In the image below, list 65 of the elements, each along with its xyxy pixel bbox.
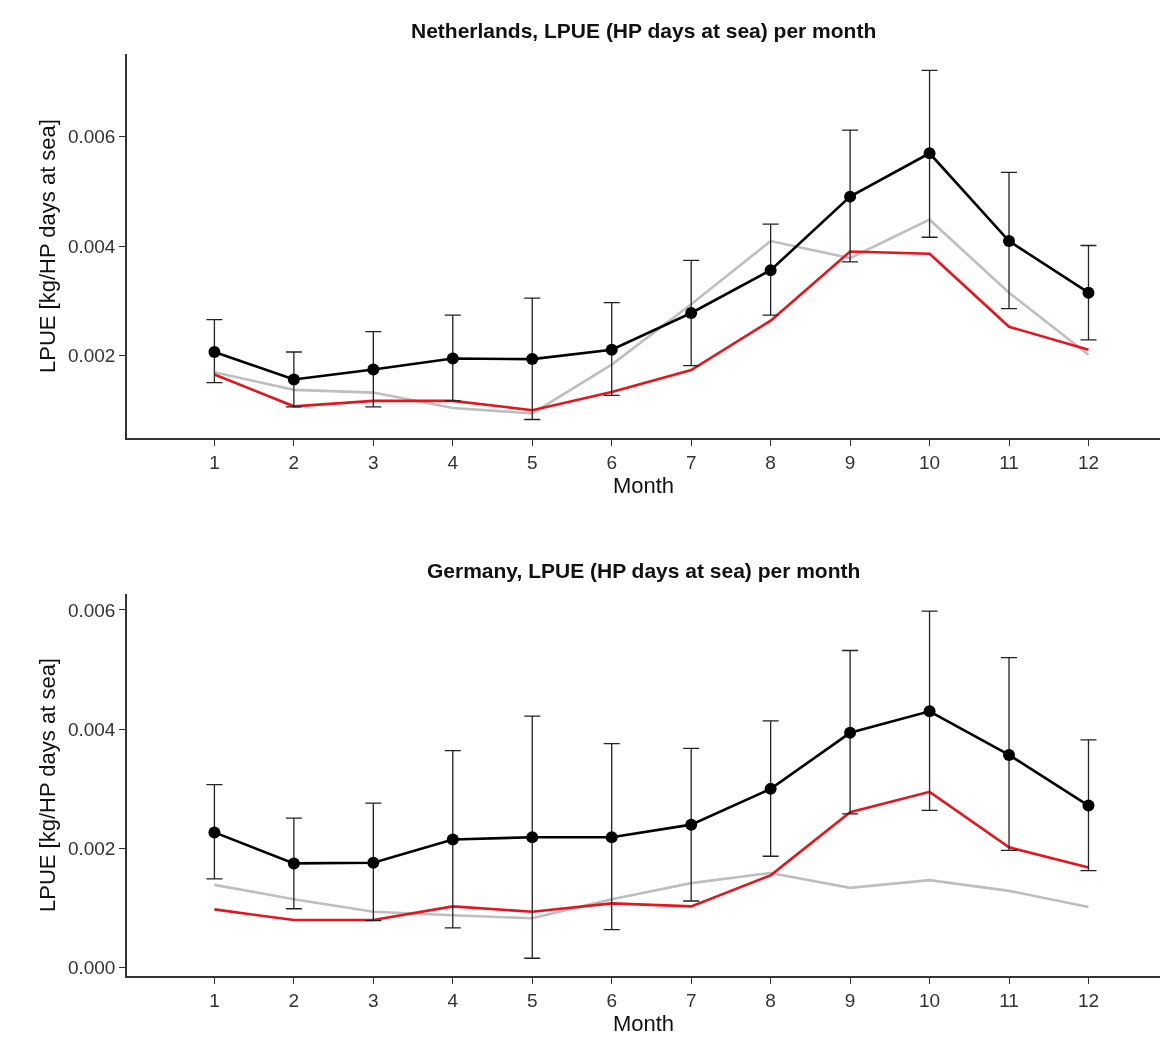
chart-title: Germany, LPUE (HP days at sea) per month (427, 559, 861, 582)
x-tick-label: 8 (765, 989, 776, 1011)
point (844, 726, 857, 739)
point (208, 345, 221, 358)
y-tick-label: 0.004 (67, 718, 116, 740)
chart-title: Netherlands, LPUE (HP days at sea) per month (411, 19, 877, 42)
x-tick-label: 8 (765, 451, 776, 473)
point (923, 147, 936, 160)
x-tick-label: 1 (209, 989, 220, 1011)
point (685, 818, 698, 831)
x-tick-label: 3 (368, 989, 379, 1011)
y-tick-label: 0.006 (67, 125, 116, 147)
x-tick-label: 9 (844, 989, 856, 1011)
x-tick-label: 2 (288, 989, 300, 1011)
point (526, 831, 539, 844)
x-tick-label: 11 (999, 989, 1019, 1011)
point (287, 857, 300, 870)
point (1082, 286, 1095, 299)
y-axis-title: LPUE [kg/HP days at sea] (35, 658, 61, 912)
x-tick-label: 10 (918, 451, 941, 473)
point (287, 373, 300, 386)
x-tick-label: 2 (288, 451, 300, 473)
x-tick-label: 9 (844, 451, 856, 473)
point (446, 833, 459, 846)
point (605, 831, 618, 844)
line-series (213, 790, 1090, 922)
x-tick-label: 3 (368, 451, 379, 473)
point (764, 264, 777, 277)
point (1003, 235, 1016, 248)
x-tick-label: 12 (1077, 989, 1100, 1011)
y-tick-label: 0.000 (67, 957, 116, 979)
point (764, 782, 777, 795)
point (685, 307, 698, 319)
x-tick-label: 12 (1077, 451, 1100, 473)
point (367, 856, 380, 869)
point (367, 363, 380, 376)
line-series (213, 250, 1090, 412)
x-axis-title: Month (612, 1010, 675, 1036)
y-tick-label: 0.006 (67, 599, 116, 621)
point (923, 705, 936, 718)
line-series (213, 871, 1090, 920)
x-tick-label: 4 (447, 451, 459, 473)
point (208, 826, 221, 839)
point (526, 353, 539, 366)
x-tick-label: 11 (999, 451, 1019, 473)
x-tick-label: 7 (685, 989, 697, 1011)
point (446, 352, 459, 365)
x-tick-label: 6 (606, 989, 618, 1011)
y-tick-label: 0.004 (67, 235, 116, 257)
line-series (213, 218, 1090, 415)
x-tick-label: 1 (209, 451, 220, 473)
x-tick-label: 6 (606, 451, 618, 473)
x-tick-label: 10 (918, 989, 941, 1011)
y-axis-title: LPUE [kg/HP days at sea] (35, 119, 61, 374)
x-tick-label: 4 (447, 989, 459, 1011)
point (1082, 799, 1095, 812)
point (605, 343, 618, 356)
y-tick-label: 0.002 (67, 345, 116, 367)
x-axis-title: Month (612, 472, 675, 498)
x-tick-label: 5 (526, 451, 538, 473)
x-tick-label: 7 (685, 451, 697, 473)
point (844, 190, 857, 203)
x-tick-label: 5 (526, 989, 538, 1011)
y-tick-label: 0.002 (67, 838, 116, 860)
point (1003, 748, 1016, 761)
